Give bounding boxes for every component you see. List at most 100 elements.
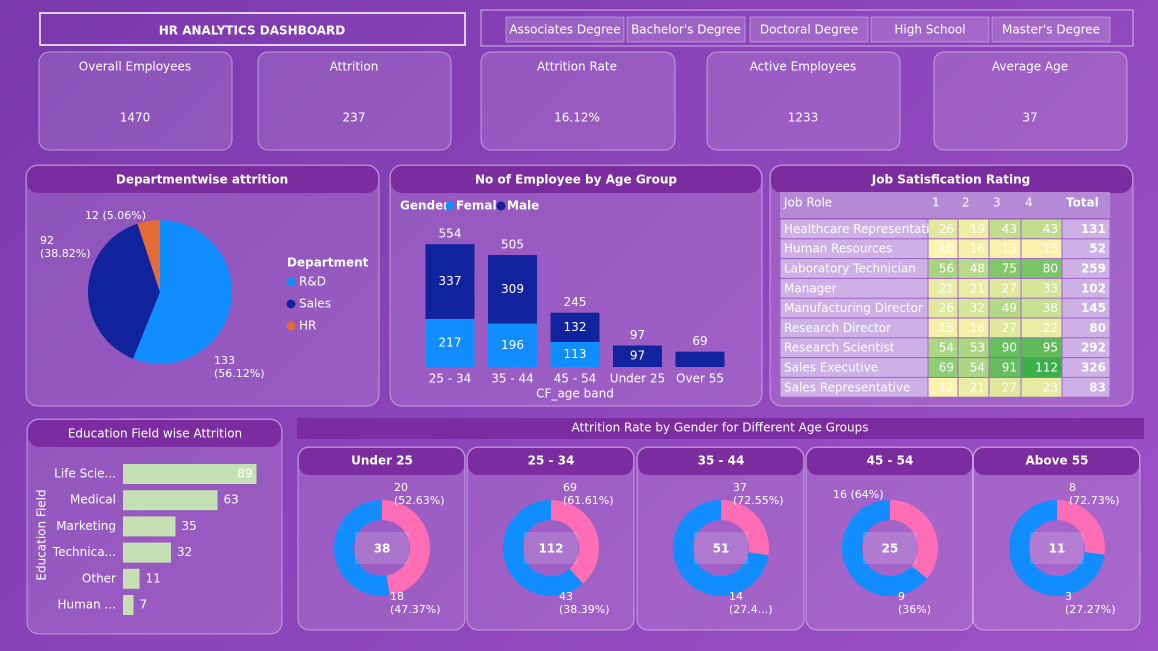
table-cell (780, 358, 928, 377)
cell-value: 95 (1043, 341, 1058, 355)
donut-total: 11 (1049, 542, 1066, 556)
bar (123, 542, 171, 563)
kpi-label: Attrition Rate (537, 60, 617, 74)
donut-slice (721, 500, 769, 556)
cell-value: 43 (1043, 222, 1058, 236)
table-cell (1021, 358, 1062, 377)
legend-marker (286, 299, 296, 309)
table-cell (1062, 239, 1110, 259)
table-cell (989, 278, 1021, 298)
chart-title: Departmentwise attrition (116, 173, 288, 187)
filter-label[interactable]: High School (894, 23, 965, 37)
table-cell (1021, 278, 1062, 298)
legend-marker (445, 201, 455, 211)
filter-label[interactable]: Master's Degree (1002, 23, 1100, 37)
donut-title: 35 - 44 (698, 454, 745, 468)
table-cell (958, 259, 989, 278)
bar-segment (488, 323, 537, 367)
cell-value: 112 (1035, 361, 1058, 375)
table-cell (1062, 278, 1110, 298)
cell-value: 27 (1002, 281, 1017, 295)
table-cell (1062, 338, 1110, 358)
table-cell (780, 338, 928, 358)
filter-label[interactable]: Associates Degree (509, 23, 620, 37)
donut-title: Under 25 (351, 454, 413, 468)
filter-button[interactable] (505, 16, 625, 43)
table-cell (989, 259, 1021, 278)
total-label: 554 (439, 227, 462, 241)
table-cell (780, 377, 928, 397)
legend-label: HR (299, 319, 316, 333)
table-cell (780, 318, 928, 338)
center-box (355, 532, 409, 564)
column-header: 4 (1025, 196, 1033, 210)
bar-segment (675, 351, 725, 367)
pie-slice (137, 220, 160, 292)
cell-value: 80 (1043, 262, 1058, 276)
filter-label[interactable]: Bachelor's Degree (631, 23, 741, 37)
table-cell (989, 219, 1021, 239)
cell-value: 21 (970, 281, 985, 295)
table-cell (958, 377, 989, 397)
table-cell (928, 259, 958, 278)
bar-segment (425, 318, 475, 367)
pie-slice (132, 219, 233, 364)
pie-label: 133 (56.12%) (214, 354, 265, 380)
cell-value: 19 (970, 222, 985, 236)
job-role: Research Director (784, 321, 891, 335)
table-cell (928, 298, 958, 318)
center-box (1030, 532, 1084, 564)
pie-label: 92 (38.82%) (40, 234, 91, 260)
filter-button[interactable] (870, 16, 990, 43)
y-tick-label: Technica... (52, 545, 116, 559)
bar (123, 568, 140, 589)
pie-label: 12 (5.06%) (85, 209, 147, 222)
filter-button[interactable] (626, 16, 746, 43)
center-box (863, 532, 917, 564)
donut-label: 3 (27.27%) (1065, 590, 1116, 616)
kpi-label: Active Employees (750, 60, 857, 74)
donut-total: 112 (538, 542, 563, 556)
card-header (638, 448, 803, 475)
legend-marker (496, 201, 506, 211)
donut-title: 25 - 34 (528, 454, 575, 468)
bar-segment (613, 345, 662, 367)
filter-button[interactable] (991, 16, 1111, 43)
cell-value: 27 (1002, 380, 1017, 394)
job-role: Manager (784, 281, 837, 295)
donut-slice (673, 500, 769, 596)
cell-value: 292 (1081, 341, 1106, 355)
cell-value: 33 (1043, 281, 1058, 295)
y-tick-label: Other (82, 571, 116, 585)
bar (123, 464, 257, 484)
total-label: 97 (630, 328, 645, 342)
column-header: Total (1066, 196, 1099, 210)
cell-value: 53 (970, 341, 985, 355)
table-cell (989, 338, 1021, 358)
cell-value: 56 (939, 262, 954, 276)
donut-label: 9 (36%) (898, 590, 931, 616)
filter-box (480, 9, 1134, 47)
table-cell (1062, 377, 1110, 397)
job-role: Research Scientist (784, 341, 895, 355)
table-cell (928, 239, 958, 259)
title-box (39, 12, 466, 46)
cell-value: 69 (939, 361, 954, 375)
cell-value: 326 (1081, 361, 1106, 375)
column-header: 1 (932, 196, 940, 210)
filter-label[interactable]: Doctoral Degree (760, 23, 858, 37)
kpi-label: Attrition (330, 60, 379, 74)
donut-slice (841, 500, 927, 597)
donut-label: 18 (47.37%) (390, 590, 441, 616)
table-cell (958, 278, 989, 298)
donut-label: 16 (64%) (833, 488, 884, 501)
card (466, 446, 635, 631)
table-cell (989, 298, 1021, 318)
card (972, 446, 1141, 631)
cell-value: 38 (1043, 301, 1058, 315)
filter-button[interactable] (749, 16, 869, 43)
cell-value: 49 (1002, 301, 1017, 315)
legend-label: R&D (299, 275, 326, 289)
legend-label: Male (507, 199, 539, 213)
table-cell (928, 219, 958, 239)
